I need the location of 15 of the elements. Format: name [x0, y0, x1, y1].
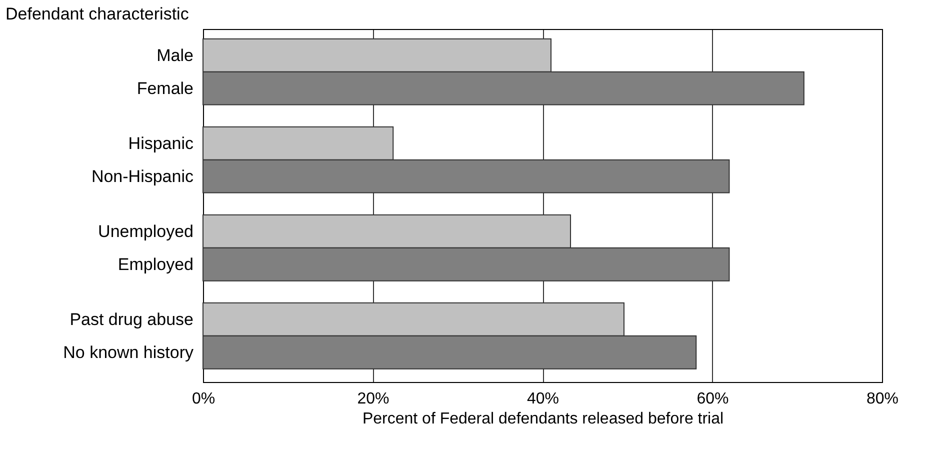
y-tick-label: Male [156, 46, 194, 65]
y-tick-label: No known history [63, 342, 194, 362]
y-tick-label: Employed [118, 254, 194, 274]
y-tick-label: Hispanic [128, 134, 194, 153]
y-axis-title: Defendant characteristic [6, 4, 190, 24]
x-tick-label: 0% [192, 390, 216, 408]
x-axis-title: Percent of Federal defendants released before trial [362, 410, 724, 428]
y-tick-label: Unemployed [98, 222, 194, 241]
y-tick-label: Non-Hispanic [91, 166, 194, 186]
x-tick-label: 40% [526, 390, 560, 408]
y-tick-label: Past drug abuse [70, 310, 194, 329]
x-tick-label: 80% [866, 390, 899, 408]
y-tick-label: Female [136, 78, 194, 98]
x-tick-label: 60% [696, 390, 729, 408]
x-tick-label: 20% [357, 390, 390, 408]
